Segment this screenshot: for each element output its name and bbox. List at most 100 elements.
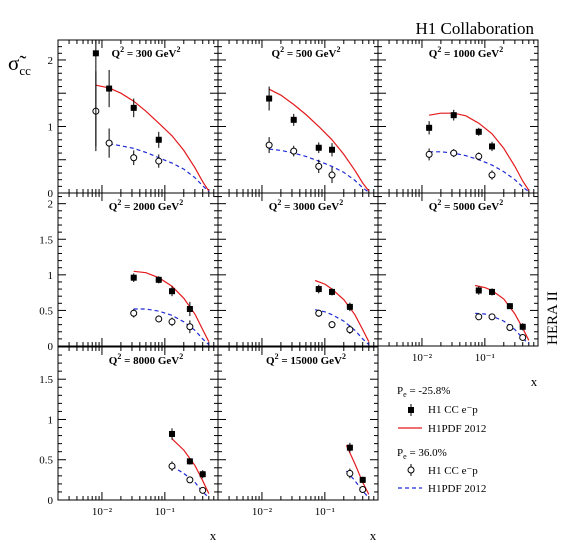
legend: Pe = -25.8% H1 CC e⁻p H1PDF 2012 Pe = 36.0%… — [397, 385, 486, 495]
q2-label-q: Q — [429, 201, 438, 213]
x-axis-label-left: x — [210, 528, 217, 543]
panel-frame — [217, 346, 379, 501]
q2-label: Q2 = 1000 GeV2 — [429, 45, 503, 60]
panel-q3000: Q2 = 3000 GeV2 — [217, 192, 379, 347]
data-point-neg-polarisation — [519, 323, 526, 331]
marker-circle — [328, 321, 336, 329]
marker-square — [506, 303, 513, 310]
panel-q8000: 00.511.510⁻² 10⁻¹Q2 = 8000 GeV2 — [39, 346, 219, 518]
panel-frame — [377, 39, 539, 194]
marker-circle — [315, 309, 323, 317]
q2-label-q: Q — [269, 201, 278, 213]
data-point-pos-polarisation — [346, 468, 354, 479]
fit-curve-pos-polarisation — [269, 148, 370, 193]
y-tick-label: 0 — [48, 495, 54, 507]
data-point-neg-polarisation — [346, 442, 353, 453]
marker-circle — [168, 462, 176, 470]
marker-circle — [105, 139, 113, 147]
q2-label-unit-exp: 2 — [336, 45, 340, 54]
marker-square — [169, 430, 176, 437]
q2-label-value: = 5000 GeV — [441, 201, 499, 213]
q2-label-unit-exp: 2 — [499, 45, 503, 54]
q2-label-q: Q — [266, 355, 275, 367]
data-point-pos-polarisation — [130, 150, 138, 166]
q2-label-q: Q — [112, 48, 121, 60]
marker-square — [169, 288, 176, 295]
legend-marker-circle — [407, 464, 415, 476]
panel-q15000: 10⁻² 10⁻¹Q2 = 15000 GeV2 — [217, 346, 379, 518]
y-tick-label: 0 — [48, 341, 54, 353]
fit-curve-neg-polarisation — [133, 270, 210, 342]
q2-label-q: Q — [429, 48, 438, 60]
q2-label: Q2 = 2000 GeV2 — [109, 198, 183, 213]
marker-square — [450, 112, 457, 119]
data-point-pos-polarisation — [519, 333, 527, 341]
data-point-pos-polarisation — [475, 313, 483, 321]
data-point-pos-polarisation — [186, 476, 194, 484]
fit-curve-pos-polarisation — [429, 151, 530, 193]
marker-square — [329, 288, 336, 295]
data-point-neg-polarisation — [106, 69, 113, 108]
y-tick-label: 1 — [48, 414, 54, 426]
legend-label-pos-fit: H1PDF 2012 — [428, 483, 486, 495]
q2-label-exp: 2 — [120, 45, 124, 54]
marker-circle — [290, 147, 298, 155]
marker-square — [186, 458, 193, 465]
fit-curve-neg-polarisation — [474, 284, 530, 341]
marker-circle — [186, 476, 194, 484]
fit-curve-neg-polarisation — [171, 438, 210, 494]
x-tick-label: 10⁻² — [252, 506, 273, 518]
fit-curve-pos-polarisation — [108, 143, 210, 193]
q2-label: Q2 = 5000 GeV2 — [429, 198, 503, 213]
data-point-pos-polarisation — [155, 154, 163, 168]
q2-label-value: = 3000 GeV — [281, 201, 339, 213]
data-point-pos-polarisation — [328, 167, 336, 184]
x-axis-label-right: x — [531, 374, 538, 389]
marker-square — [346, 303, 353, 310]
data-point-neg-polarisation — [315, 284, 322, 294]
legend-title-neg-polarisation: Pe = -25.8% — [397, 385, 450, 399]
q2-label-exp: 2 — [277, 198, 281, 207]
y-axis-label: σ̃cc — [8, 51, 31, 78]
data-point-neg-polarisation — [186, 301, 193, 317]
q2-label-unit-exp: 2 — [179, 352, 183, 361]
panel-q500: Q2 = 500 GeV2 — [217, 39, 379, 194]
q2-label-value: = 500 GeV — [284, 48, 336, 60]
data-point-neg-polarisation — [290, 113, 297, 126]
y-tick-label: 0.5 — [39, 305, 53, 317]
data-point-pos-polarisation — [186, 320, 194, 334]
data-point-pos-polarisation — [265, 137, 273, 154]
q2-label: Q2 = 8000 GeV2 — [109, 352, 183, 367]
fit-curve-pos-polarisation — [345, 470, 370, 499]
y-tick-label: 1.5 — [39, 374, 53, 386]
data-point-neg-polarisation — [130, 273, 137, 282]
marker-circle — [450, 149, 458, 157]
data-point-pos-polarisation — [328, 321, 336, 329]
panel-q1000: Q2 = 1000 GeV2 — [377, 39, 539, 194]
marker-square — [426, 124, 433, 131]
legend-label-pos-data: H1 CC e⁻p — [428, 465, 478, 477]
marker-square — [186, 305, 193, 312]
marker-circle — [519, 333, 527, 341]
q2-label-value: = 8000 GeV — [121, 355, 179, 367]
legend-label-neg-data: H1 CC e⁻p — [428, 404, 478, 416]
legend-marker-square — [408, 404, 414, 416]
legend-label-neg-fit: H1PDF 2012 — [428, 423, 486, 435]
marker-circle — [130, 309, 138, 317]
y-axis-subscript: cc — [19, 63, 31, 78]
data-point-neg-polarisation — [266, 86, 273, 111]
marker-circle — [199, 486, 207, 494]
marker-square — [475, 287, 482, 294]
data-point-neg-polarisation — [169, 286, 176, 297]
fit-curve-pos-polarisation — [133, 308, 210, 346]
q2-label-value: = 1000 GeV — [441, 48, 499, 60]
fit-curve-neg-polarisation — [95, 84, 210, 192]
x-tick-label: 10⁻¹ — [155, 506, 175, 518]
panel-frame — [217, 192, 379, 347]
data-point-pos-polarisation — [105, 128, 113, 158]
marker-square — [266, 95, 273, 102]
marker-circle — [425, 150, 433, 158]
legend-title-pos-polarisation: Pe = 36.0% — [397, 447, 447, 461]
q2-label-value: = 300 GeV — [124, 48, 176, 60]
